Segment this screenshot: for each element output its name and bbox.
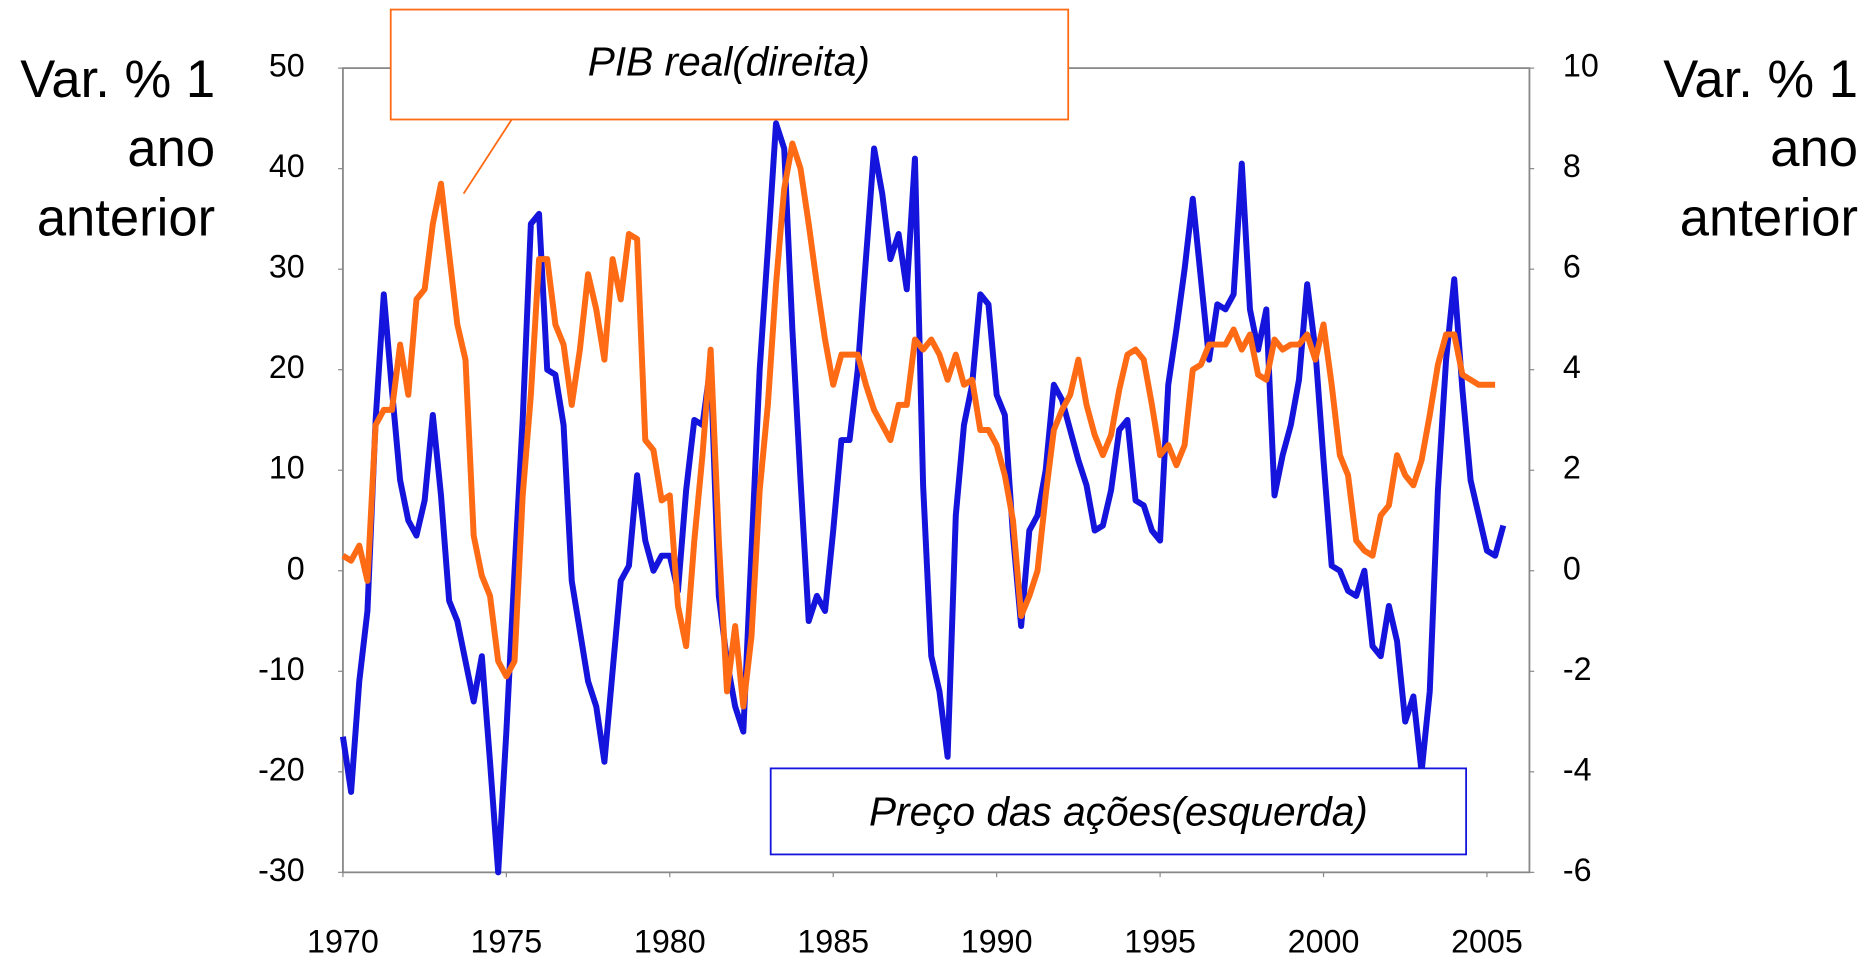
x-tick-label: 2000 bbox=[1288, 924, 1360, 956]
y-tick-label: 50 bbox=[269, 48, 305, 84]
y2-tick-label: 4 bbox=[1563, 349, 1581, 385]
y2-tick-label: 2 bbox=[1563, 450, 1581, 486]
y2-axis-label-box: Var. % 1 ano anterior bbox=[1663, 50, 1859, 248]
y-tick-label: -10 bbox=[258, 651, 305, 687]
y2-tick-label: 10 bbox=[1563, 48, 1599, 84]
x-tick-label: 1980 bbox=[634, 924, 706, 956]
legend-box bbox=[389, 8, 1070, 121]
x-tick-label: 1995 bbox=[1124, 924, 1196, 956]
y2-tick-label: -4 bbox=[1563, 751, 1592, 787]
legend-box bbox=[769, 767, 1468, 856]
y-tick-label: 20 bbox=[269, 349, 305, 385]
y-tick-label: 0 bbox=[287, 550, 305, 586]
y-axis-label-box: Var. % 1 ano anterior bbox=[20, 50, 216, 248]
series-line bbox=[341, 140, 1496, 710]
y-tick-label: 10 bbox=[269, 450, 305, 486]
y2-tick-label: 8 bbox=[1563, 148, 1581, 184]
y-tick-label: -30 bbox=[258, 852, 305, 888]
y2-axis-label: Var. % 1 ano anterior bbox=[1663, 50, 1859, 248]
y-tick-label: 30 bbox=[269, 249, 305, 285]
x-tick-label: 2005 bbox=[1451, 924, 1523, 956]
x-tick-label: 1975 bbox=[470, 924, 542, 956]
legend-label: PIB real(direita) bbox=[588, 38, 870, 84]
x-tick-label: 1990 bbox=[961, 924, 1033, 956]
series-line bbox=[339, 120, 1507, 876]
y2-tick-label: 6 bbox=[1563, 249, 1581, 285]
y2-tick-label: -6 bbox=[1563, 852, 1592, 888]
y-axis-label: Var. % 1 ano anterior bbox=[20, 50, 216, 248]
x-tick-label: 1970 bbox=[307, 924, 379, 956]
y2-tick-label: -2 bbox=[1563, 651, 1592, 687]
y-tick-label: -20 bbox=[258, 751, 305, 787]
x-tick-label: 1985 bbox=[797, 924, 869, 956]
marks bbox=[339, 120, 1507, 876]
y2-tick-label: 0 bbox=[1563, 550, 1581, 586]
y-tick-label: 40 bbox=[269, 148, 305, 184]
legend-label: Preço das ações(esquerda) bbox=[869, 789, 1368, 835]
